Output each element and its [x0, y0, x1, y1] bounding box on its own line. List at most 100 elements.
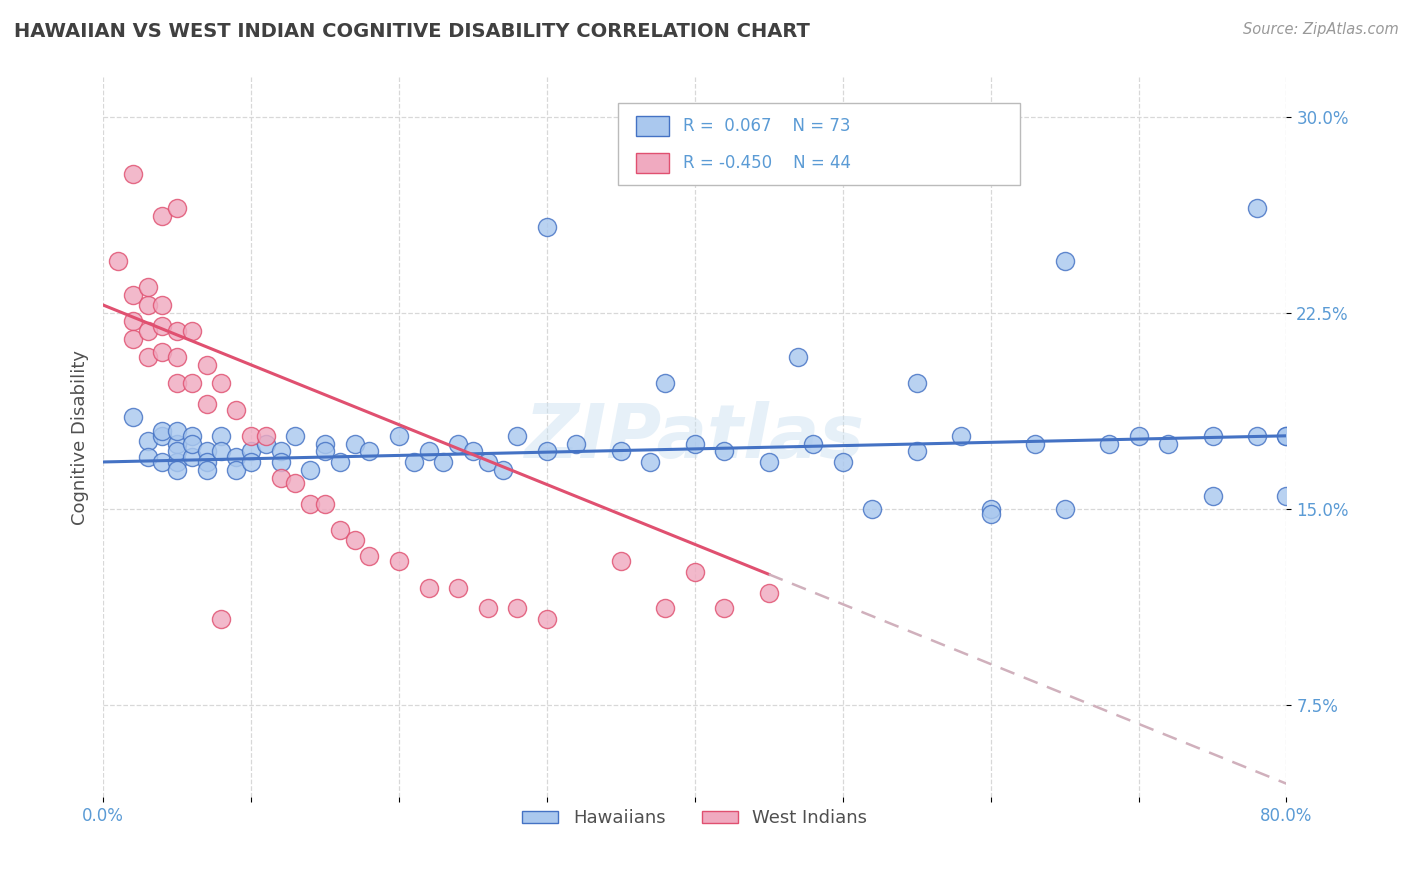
- Point: [166, 201, 188, 215]
- Point: [150, 298, 173, 312]
- FancyBboxPatch shape: [617, 103, 1021, 186]
- Point: [654, 376, 676, 391]
- Point: [536, 219, 558, 234]
- Point: [284, 429, 307, 443]
- Point: [121, 410, 143, 425]
- FancyBboxPatch shape: [636, 116, 669, 136]
- Legend: Hawaiians, West Indians: Hawaiians, West Indians: [515, 802, 875, 835]
- Point: [166, 424, 188, 438]
- Point: [150, 318, 173, 333]
- Point: [418, 581, 440, 595]
- Point: [343, 533, 366, 548]
- Point: [359, 444, 381, 458]
- Point: [254, 436, 277, 450]
- Point: [240, 455, 263, 469]
- Point: [240, 444, 263, 458]
- Point: [477, 455, 499, 469]
- Point: [121, 314, 143, 328]
- Point: [860, 502, 883, 516]
- Point: [1053, 253, 1076, 268]
- Point: [195, 463, 218, 477]
- Point: [418, 444, 440, 458]
- Point: [565, 436, 588, 450]
- Point: [166, 444, 188, 458]
- Point: [195, 444, 218, 458]
- Point: [536, 444, 558, 458]
- Point: [136, 279, 159, 293]
- Y-axis label: Cognitive Disability: Cognitive Disability: [72, 350, 89, 524]
- Point: [329, 455, 352, 469]
- Point: [447, 436, 470, 450]
- Point: [831, 455, 853, 469]
- Point: [1024, 436, 1046, 450]
- Point: [506, 429, 529, 443]
- Point: [1246, 201, 1268, 215]
- Point: [121, 167, 143, 181]
- Point: [980, 502, 1002, 516]
- Point: [314, 436, 336, 450]
- Point: [477, 601, 499, 615]
- Point: [121, 287, 143, 301]
- Point: [180, 436, 202, 450]
- Text: R =  0.067    N = 73: R = 0.067 N = 73: [683, 117, 851, 135]
- Point: [284, 475, 307, 490]
- Point: [166, 436, 188, 450]
- FancyBboxPatch shape: [636, 153, 669, 173]
- Text: ZIPatlas: ZIPatlas: [524, 401, 865, 474]
- Point: [211, 429, 233, 443]
- Point: [254, 429, 277, 443]
- Point: [787, 351, 810, 365]
- Point: [610, 554, 633, 568]
- Point: [359, 549, 381, 563]
- Point: [980, 508, 1002, 522]
- Point: [166, 351, 188, 365]
- Point: [211, 376, 233, 391]
- Point: [180, 429, 202, 443]
- Point: [166, 376, 188, 391]
- Point: [270, 470, 292, 484]
- Point: [461, 444, 484, 458]
- Text: HAWAIIAN VS WEST INDIAN COGNITIVE DISABILITY CORRELATION CHART: HAWAIIAN VS WEST INDIAN COGNITIVE DISABI…: [14, 22, 810, 41]
- Point: [299, 463, 322, 477]
- Point: [1098, 436, 1121, 450]
- Point: [136, 434, 159, 448]
- Text: Source: ZipAtlas.com: Source: ZipAtlas.com: [1243, 22, 1399, 37]
- Point: [1053, 502, 1076, 516]
- Point: [1201, 429, 1223, 443]
- Point: [1246, 429, 1268, 443]
- Point: [1128, 429, 1150, 443]
- Point: [225, 463, 247, 477]
- Point: [166, 455, 188, 469]
- Point: [166, 324, 188, 338]
- Point: [491, 463, 513, 477]
- Point: [905, 444, 928, 458]
- Point: [506, 601, 529, 615]
- Point: [1275, 429, 1298, 443]
- Point: [225, 450, 247, 464]
- Point: [150, 209, 173, 223]
- Point: [314, 497, 336, 511]
- Point: [136, 450, 159, 464]
- Point: [240, 429, 263, 443]
- Point: [211, 444, 233, 458]
- Point: [536, 612, 558, 626]
- Point: [388, 554, 411, 568]
- Point: [107, 253, 129, 268]
- Point: [195, 455, 218, 469]
- Point: [270, 455, 292, 469]
- Point: [402, 455, 425, 469]
- Point: [713, 601, 735, 615]
- Point: [1275, 489, 1298, 503]
- Point: [195, 358, 218, 372]
- Point: [136, 324, 159, 338]
- Point: [136, 351, 159, 365]
- Point: [180, 324, 202, 338]
- Point: [388, 429, 411, 443]
- Point: [610, 444, 633, 458]
- Point: [180, 450, 202, 464]
- Point: [314, 444, 336, 458]
- Point: [905, 376, 928, 391]
- Point: [758, 586, 780, 600]
- Point: [713, 444, 735, 458]
- Point: [432, 455, 454, 469]
